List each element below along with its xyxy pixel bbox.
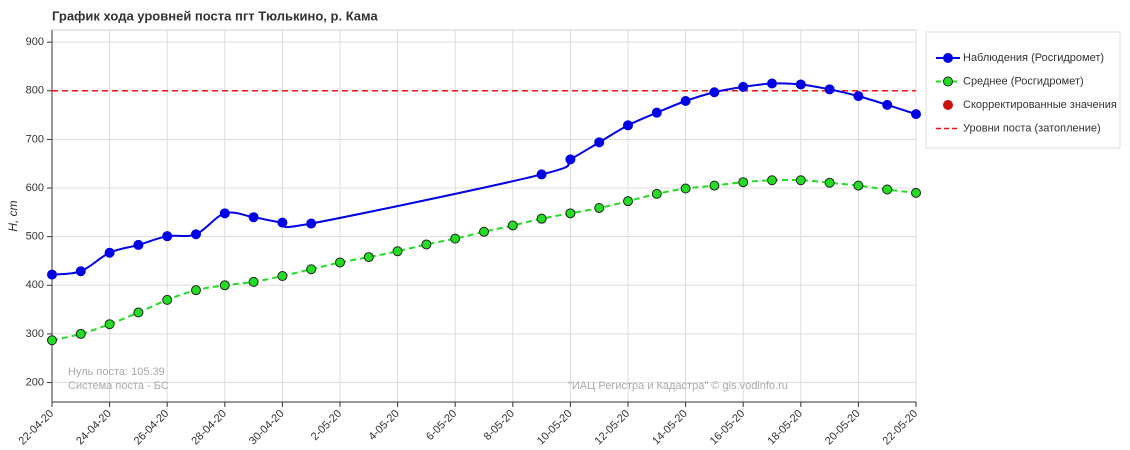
- data-point: [277, 217, 288, 228]
- y-tick-label: 500: [26, 231, 44, 243]
- y-tick-label: 800: [26, 85, 44, 97]
- data-point: [335, 257, 345, 268]
- legend-label: Скорректированные значения: [963, 99, 1117, 111]
- data-point: [651, 107, 662, 118]
- data-point: [709, 87, 720, 98]
- data-point: [421, 239, 432, 250]
- data-point: [507, 220, 518, 231]
- annotation: "ИАЦ Регистра и Кадастра" © gis.vodinfo.…: [568, 380, 788, 392]
- x-tick-label: 6-05-20: [424, 408, 459, 443]
- y-tick-label: 900: [26, 36, 44, 48]
- data-point: [565, 208, 576, 219]
- legend-marker: [943, 76, 953, 87]
- annotation: Система поста - БС: [68, 380, 169, 392]
- x-tick-label: 4-05-20: [366, 408, 401, 443]
- x-tick-label: 20-05-20: [823, 408, 863, 448]
- data-point: [133, 307, 144, 318]
- data-point: [565, 154, 576, 165]
- legend-label: Среднее (Росгидромет): [963, 75, 1084, 87]
- data-point: [767, 78, 777, 89]
- x-tick-label: 28-04-20: [189, 408, 229, 448]
- data-point: [795, 175, 806, 186]
- legend-marker: [943, 53, 953, 63]
- data-point: [882, 184, 893, 195]
- data-point: [738, 177, 749, 188]
- data-point: [738, 81, 749, 92]
- data-point: [594, 202, 605, 213]
- data-point: [680, 183, 691, 194]
- legend-marker: [943, 100, 953, 110]
- x-tick-label: 10-05-20: [535, 408, 575, 448]
- y-tick-label: 300: [26, 328, 44, 340]
- data-point: [248, 212, 259, 223]
- y-axis-label: H, cm: [6, 200, 20, 231]
- x-tick-label: 22-05-20: [881, 408, 921, 448]
- data-point: [219, 208, 230, 219]
- data-point: [104, 319, 115, 330]
- data-point: [594, 137, 605, 148]
- data-point: [392, 246, 403, 257]
- y-tick-label: 400: [26, 279, 44, 291]
- data-point: [623, 120, 633, 131]
- data-point: [911, 109, 921, 120]
- y-tick-label: 600: [26, 182, 44, 194]
- data-point: [450, 233, 461, 244]
- y-tick-label: 700: [26, 133, 44, 145]
- data-point: [75, 266, 86, 277]
- data-point: [363, 252, 374, 263]
- x-tick-label: 14-05-20: [650, 408, 690, 448]
- data-point: [306, 264, 317, 275]
- data-point: [651, 188, 662, 199]
- data-point: [853, 180, 864, 191]
- data-point: [795, 79, 806, 90]
- y-tick-label: 200: [26, 376, 44, 388]
- data-point: [911, 187, 921, 198]
- data-point: [162, 231, 173, 242]
- data-point: [882, 99, 893, 110]
- data-point: [248, 276, 259, 287]
- data-point: [191, 285, 201, 296]
- data-point: [277, 271, 288, 282]
- x-tick-label: 12-05-20: [593, 408, 633, 448]
- data-point: [623, 196, 633, 207]
- data-point: [479, 226, 489, 237]
- data-point: [824, 84, 835, 95]
- data-point: [191, 229, 201, 240]
- data-point: [104, 247, 115, 258]
- legend-label: Уровни поста (затопление): [963, 122, 1101, 134]
- data-point: [219, 280, 230, 291]
- data-point: [47, 335, 57, 346]
- x-tick-label: 8-05-20: [482, 408, 517, 443]
- x-tick-label: 30-04-20: [247, 408, 287, 448]
- x-tick-label: 22-04-20: [17, 408, 57, 448]
- x-tick-label: 26-04-20: [132, 408, 172, 448]
- plot-area: [51, 29, 917, 403]
- data-point: [709, 180, 720, 191]
- legend-label: Наблюдения (Росгидромет): [963, 52, 1104, 64]
- annotation: Нуль поста: 105.39: [68, 366, 165, 378]
- legend-box: [925, 31, 1121, 149]
- data-point: [767, 175, 777, 186]
- data-point: [75, 328, 86, 339]
- data-point: [536, 213, 547, 224]
- x-tick-label: 2-05-20: [309, 408, 344, 443]
- x-tick-label: 16-05-20: [708, 408, 748, 448]
- data-point: [536, 169, 547, 180]
- chart-title: График хода уровней поста пгт Тюлькино, …: [52, 8, 378, 23]
- data-point: [133, 239, 144, 250]
- data-point: [162, 294, 173, 305]
- data-point: [47, 269, 57, 280]
- data-point: [680, 95, 691, 106]
- data-point: [824, 177, 835, 188]
- x-tick-label: 24-04-20: [74, 408, 114, 448]
- data-point: [853, 91, 864, 102]
- data-point: [306, 218, 317, 229]
- x-tick-label: 18-05-20: [765, 408, 805, 448]
